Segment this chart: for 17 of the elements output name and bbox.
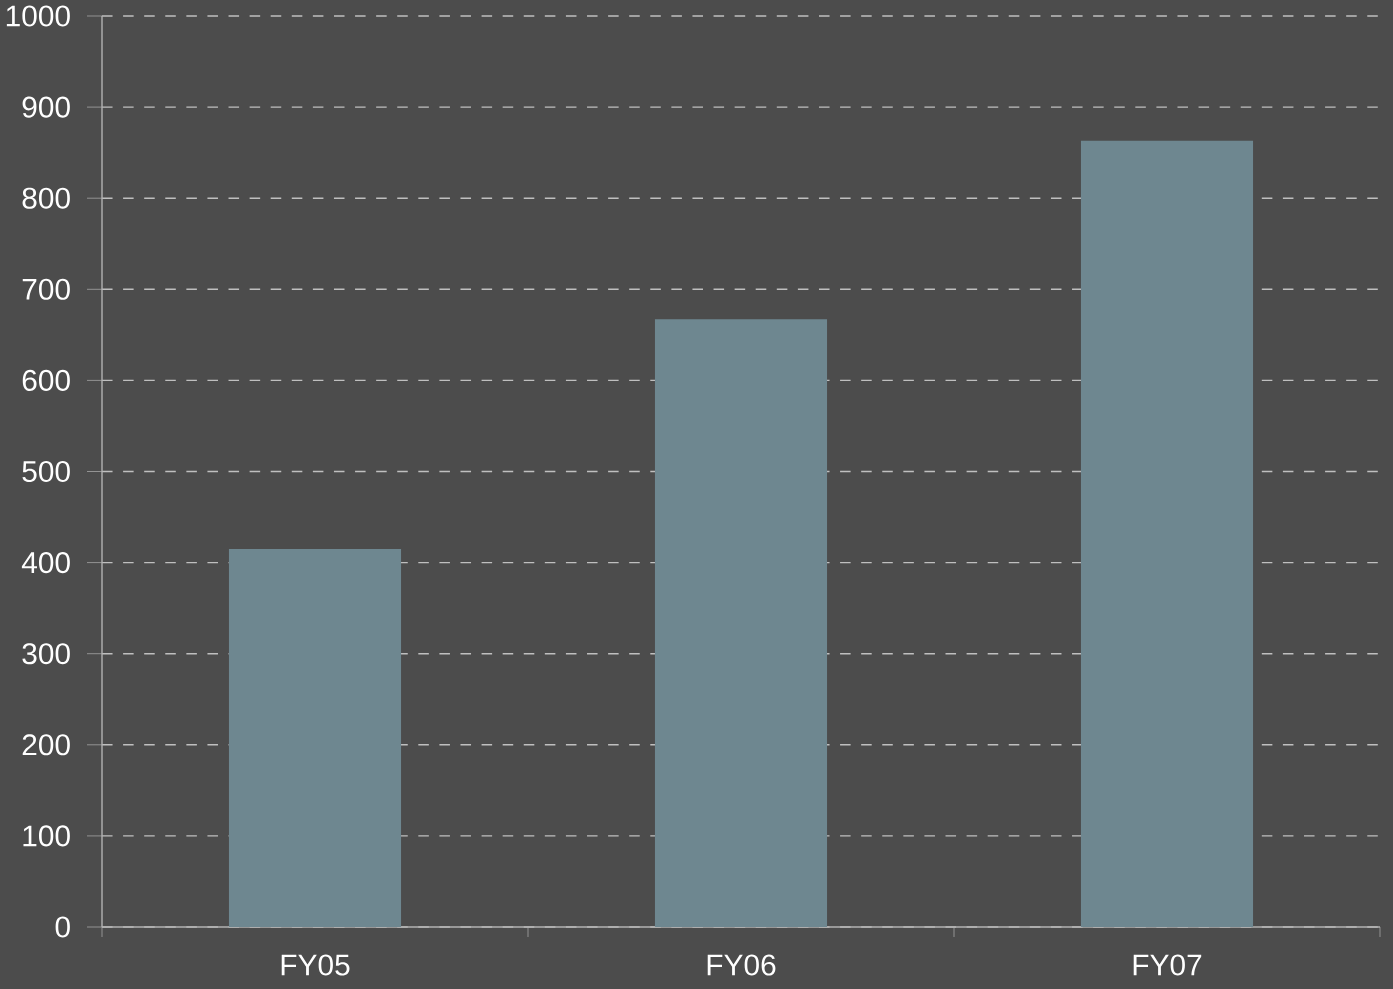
x-tick-label: FY06: [707, 954, 776, 976]
y-tick-label: 1000: [6, 5, 70, 27]
y-tick-label: 700: [22, 278, 70, 300]
bar: [1080, 140, 1254, 928]
y-tick-label: 500: [22, 460, 70, 483]
y-tick-label: 400: [21, 552, 70, 574]
y-tick-label: 100: [23, 825, 70, 847]
y-tick-label: 200: [22, 734, 70, 756]
bar: [654, 319, 828, 928]
y-tick-label: 800: [22, 187, 70, 209]
y-tick-label: 300: [22, 643, 70, 665]
y-tick-label: 0: [55, 916, 70, 938]
y-tick-label: 900: [22, 96, 70, 118]
y-tick-label: 600: [22, 369, 70, 391]
x-tick-label: FY05: [281, 954, 350, 976]
bar: [228, 548, 402, 928]
x-tick-label: FY07: [1133, 954, 1202, 976]
